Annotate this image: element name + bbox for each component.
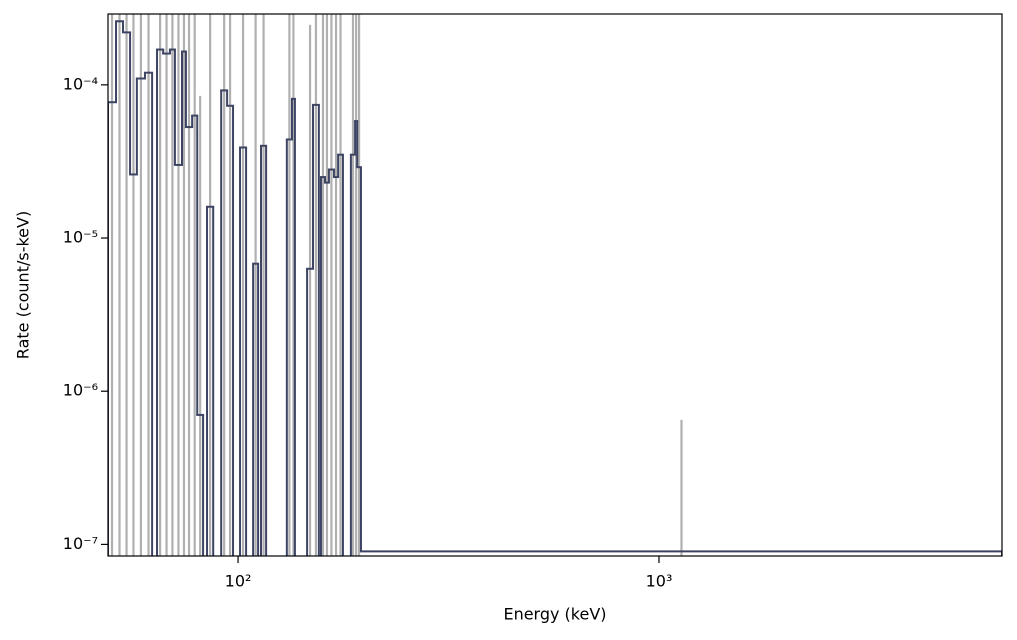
- x-tick-label: 10³: [646, 572, 673, 591]
- plot-area: [108, 14, 1002, 556]
- x-axis-label: Energy (keV): [503, 605, 606, 624]
- y-tick-label: 10⁻⁴: [63, 74, 98, 93]
- y-tick-label: 10⁻⁷: [63, 534, 98, 553]
- y-axis-label: Rate (count/s-keV): [14, 211, 33, 359]
- y-tick-label: 10⁻⁶: [63, 381, 98, 400]
- x-tick-label: 10²: [225, 572, 252, 591]
- y-tick-label: 10⁻⁵: [63, 228, 98, 247]
- axes-frame: [107, 13, 1003, 557]
